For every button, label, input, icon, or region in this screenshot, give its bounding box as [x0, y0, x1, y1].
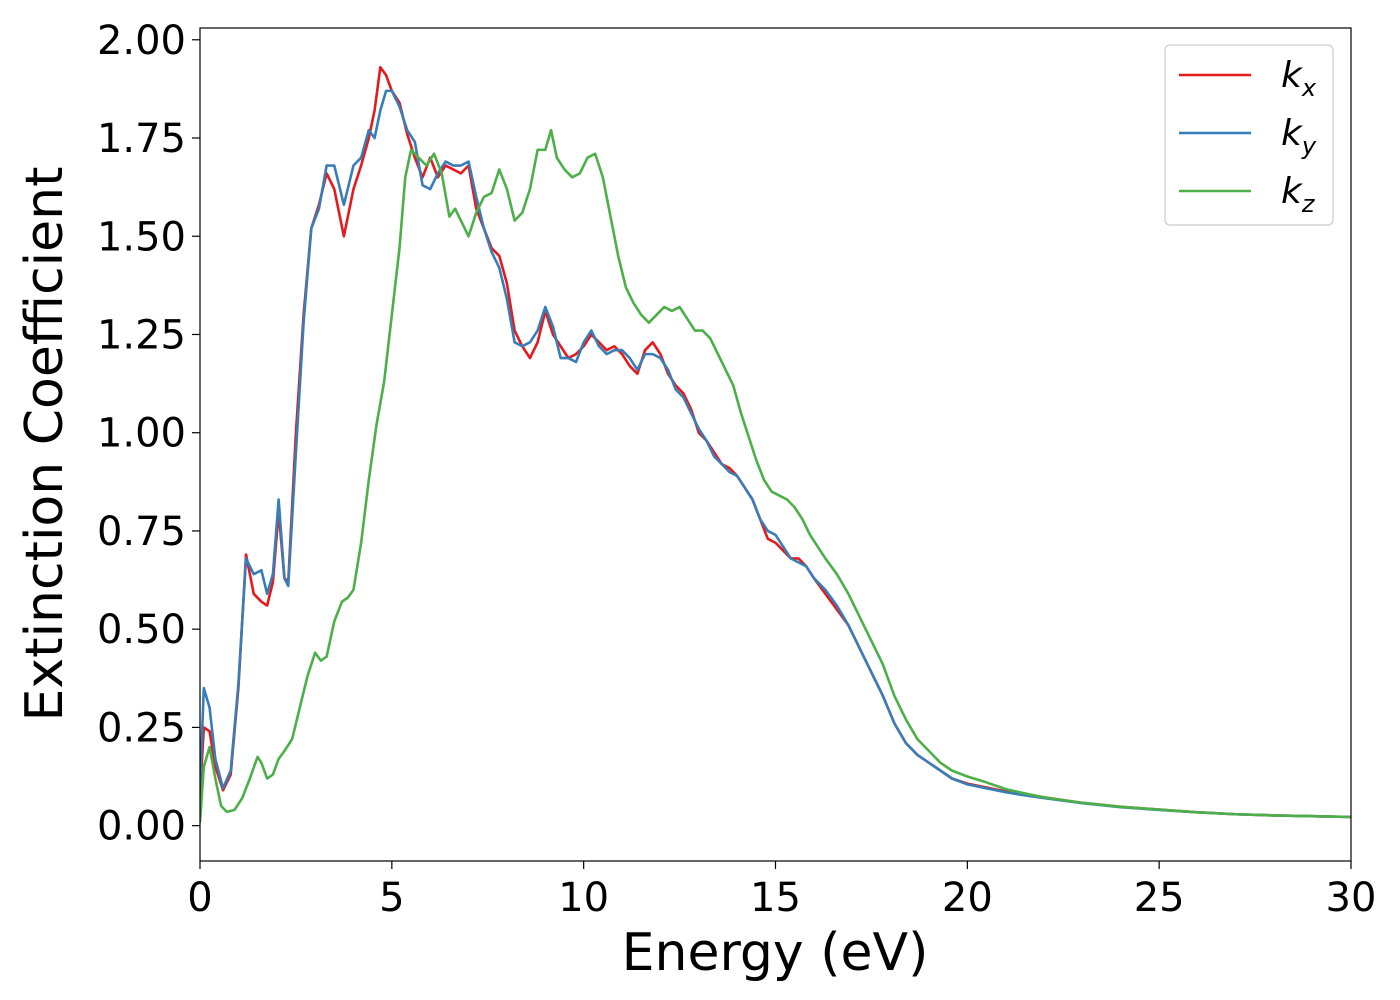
x-tick-label: 15 — [750, 875, 801, 921]
x-tick-label: 25 — [1134, 875, 1185, 921]
series-layer — [200, 65, 1351, 824]
x-tick-label: 30 — [1326, 875, 1377, 921]
y-tick-label: 1.75 — [97, 116, 186, 162]
x-tick-label: 5 — [379, 875, 404, 921]
legend-box — [1164, 44, 1334, 226]
y-tick-label: 0.75 — [97, 509, 186, 555]
y-tick-label: 0.25 — [97, 705, 186, 751]
y-tick-label: 1.50 — [97, 214, 186, 260]
y-tick-label: 1.00 — [97, 411, 186, 457]
y-tick-label: 0.00 — [97, 804, 186, 850]
y-tick-label: 2.00 — [97, 18, 186, 64]
x-tick-label: 20 — [942, 875, 993, 921]
y-tick-label: 1.25 — [97, 312, 186, 358]
x-tick-label: 10 — [558, 875, 609, 921]
series-line-y — [200, 89, 1351, 819]
y-tick-label: 0.50 — [97, 607, 186, 653]
x-axis: 0 5 10 15 20 25 30 — [187, 861, 1376, 921]
y-axis-label: Extinction Coefficient — [15, 167, 75, 722]
x-axis-label: Energy (eV) — [622, 923, 929, 983]
series-line-z — [200, 128, 1351, 824]
x-tick-label: 0 — [187, 875, 212, 921]
y-axis: 0.00 0.25 0.50 0.75 1.00 1.25 1.50 1.75 2.00 — [97, 18, 200, 850]
